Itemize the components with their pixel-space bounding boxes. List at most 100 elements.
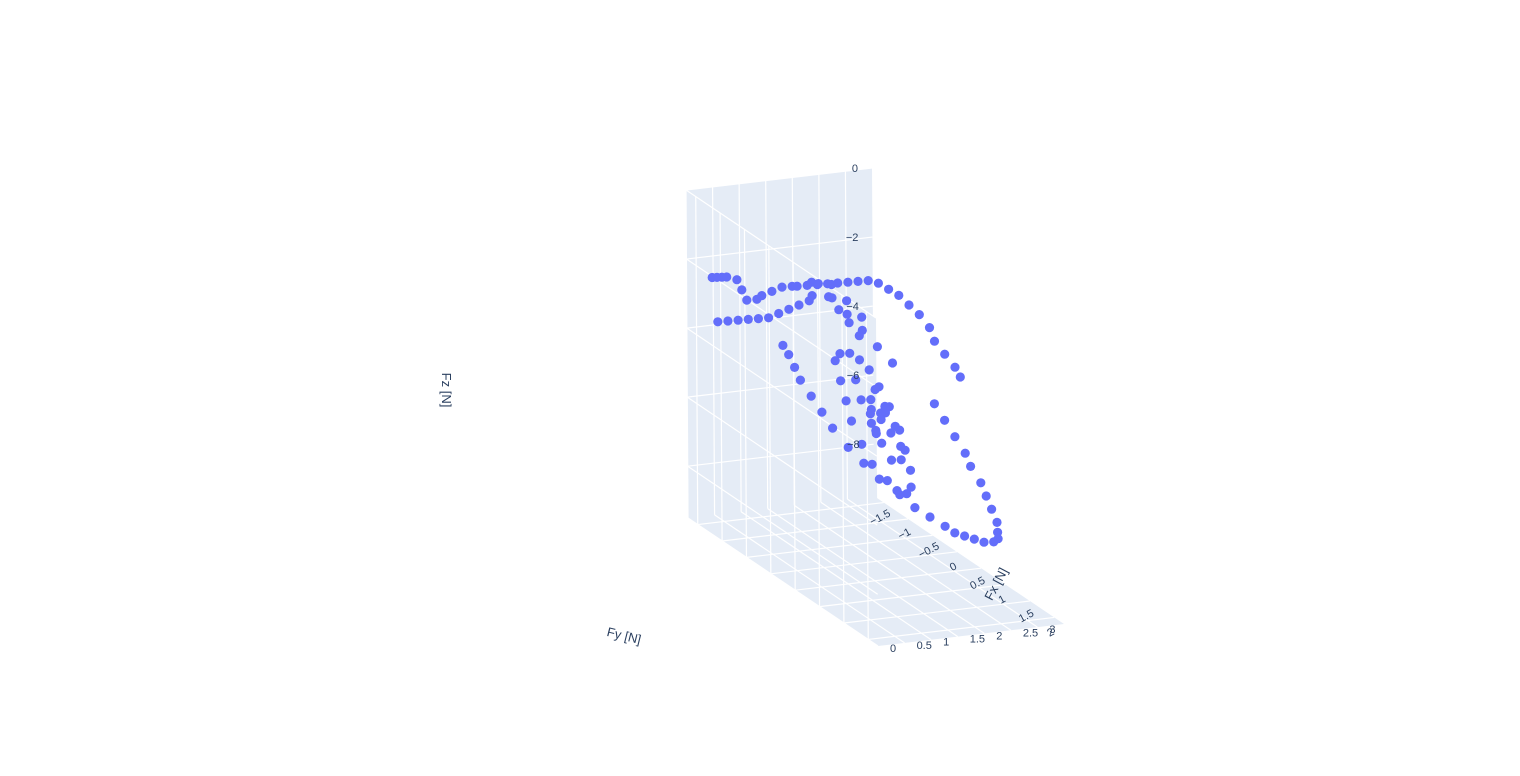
data-point[interactable] [854, 331, 864, 341]
data-point[interactable] [874, 474, 885, 484]
data-point[interactable] [857, 439, 867, 449]
data-point[interactable] [929, 399, 940, 409]
data-point[interactable] [881, 404, 891, 414]
data-point[interactable] [845, 348, 855, 358]
data-point[interactable] [950, 432, 960, 442]
data-point[interactable] [817, 407, 827, 417]
data-point[interactable] [841, 396, 851, 406]
data-point[interactable] [863, 276, 873, 286]
data-point[interactable] [802, 280, 812, 290]
data-point[interactable] [887, 358, 898, 368]
data-point[interactable] [835, 349, 845, 359]
data-point[interactable] [992, 517, 1002, 528]
data-point[interactable] [955, 372, 965, 382]
data-point[interactable] [778, 340, 788, 350]
data-point[interactable] [981, 491, 991, 501]
data-point[interactable] [866, 404, 876, 415]
data-point[interactable] [813, 279, 823, 289]
data-point[interactable] [842, 309, 852, 319]
data-point[interactable] [856, 395, 866, 405]
data-point[interactable] [854, 355, 865, 365]
data-point[interactable] [906, 482, 916, 492]
data-point[interactable] [742, 295, 752, 305]
data-point[interactable] [872, 342, 883, 352]
data-point[interactable] [743, 314, 753, 324]
data-point[interactable] [905, 465, 916, 475]
data-point[interactable] [794, 300, 804, 310]
data-point[interactable] [886, 428, 896, 438]
data-point[interactable] [824, 292, 834, 302]
data-point[interactable] [753, 314, 764, 324]
data-point[interactable] [777, 282, 787, 292]
data-point[interactable] [871, 428, 881, 439]
data-point[interactable] [867, 459, 877, 469]
data-point[interactable] [843, 277, 853, 287]
data-point[interactable] [969, 534, 979, 544]
data-point[interactable] [843, 442, 853, 452]
data-point[interactable] [966, 461, 976, 471]
data-point[interactable] [784, 304, 794, 314]
data-point[interactable] [784, 350, 794, 360]
data-point[interactable] [836, 376, 846, 386]
data-point[interactable] [828, 423, 838, 433]
data-point[interactable] [950, 528, 960, 538]
data-point[interactable] [866, 395, 876, 405]
data-point[interactable] [834, 305, 844, 315]
data-point[interactable] [846, 416, 857, 426]
data-point[interactable] [882, 476, 892, 486]
data-point[interactable] [764, 313, 774, 323]
data-point[interactable] [895, 490, 905, 500]
data-point[interactable] [806, 391, 816, 401]
data-point[interactable] [925, 512, 935, 522]
data-point[interactable] [884, 284, 894, 294]
data-point[interactable] [940, 521, 950, 531]
data-point[interactable] [886, 455, 897, 465]
data-point[interactable] [960, 448, 970, 458]
data-point[interactable] [960, 531, 970, 541]
data-point[interactable] [830, 356, 840, 366]
data-point[interactable] [890, 421, 900, 431]
data-point[interactable] [877, 438, 887, 448]
data-point[interactable] [864, 365, 874, 375]
data-point[interactable] [924, 323, 935, 333]
data-point[interactable] [940, 349, 950, 359]
data-point[interactable] [757, 291, 767, 301]
data-point[interactable] [842, 296, 852, 306]
data-point[interactable] [873, 278, 884, 288]
data-point[interactable] [894, 290, 904, 300]
data-point[interactable] [870, 384, 880, 395]
data-point[interactable] [910, 503, 920, 513]
data-point[interactable] [940, 415, 950, 425]
data-point[interactable] [876, 414, 886, 425]
data-point[interactable] [722, 272, 732, 282]
data-point[interactable] [733, 315, 743, 325]
data-point[interactable] [732, 275, 742, 285]
data-point[interactable] [859, 458, 869, 468]
data-point[interactable] [989, 537, 999, 547]
data-point[interactable] [804, 296, 814, 306]
data-point[interactable] [790, 362, 800, 372]
data-point[interactable] [902, 489, 912, 499]
data-point[interactable] [795, 375, 806, 385]
data-point[interactable] [904, 300, 914, 310]
data-point[interactable] [929, 336, 940, 346]
data-point[interactable] [853, 276, 863, 286]
data-point[interactable] [857, 312, 867, 322]
data-point[interactable] [950, 362, 960, 372]
data-point[interactable] [844, 318, 854, 328]
data-point[interactable] [914, 310, 924, 320]
data-point[interactable] [896, 455, 906, 465]
data-point[interactable] [866, 418, 877, 428]
data-point[interactable] [833, 278, 843, 288]
data-points[interactable] [707, 272, 1003, 547]
data-point[interactable] [737, 285, 747, 295]
data-point[interactable] [713, 317, 723, 327]
data-point[interactable] [896, 441, 906, 451]
data-point[interactable] [792, 281, 802, 291]
data-point[interactable] [723, 316, 733, 326]
data-point[interactable] [823, 279, 833, 289]
data-point[interactable] [851, 375, 861, 385]
data-point[interactable] [976, 478, 986, 488]
data-point[interactable] [979, 537, 989, 547]
